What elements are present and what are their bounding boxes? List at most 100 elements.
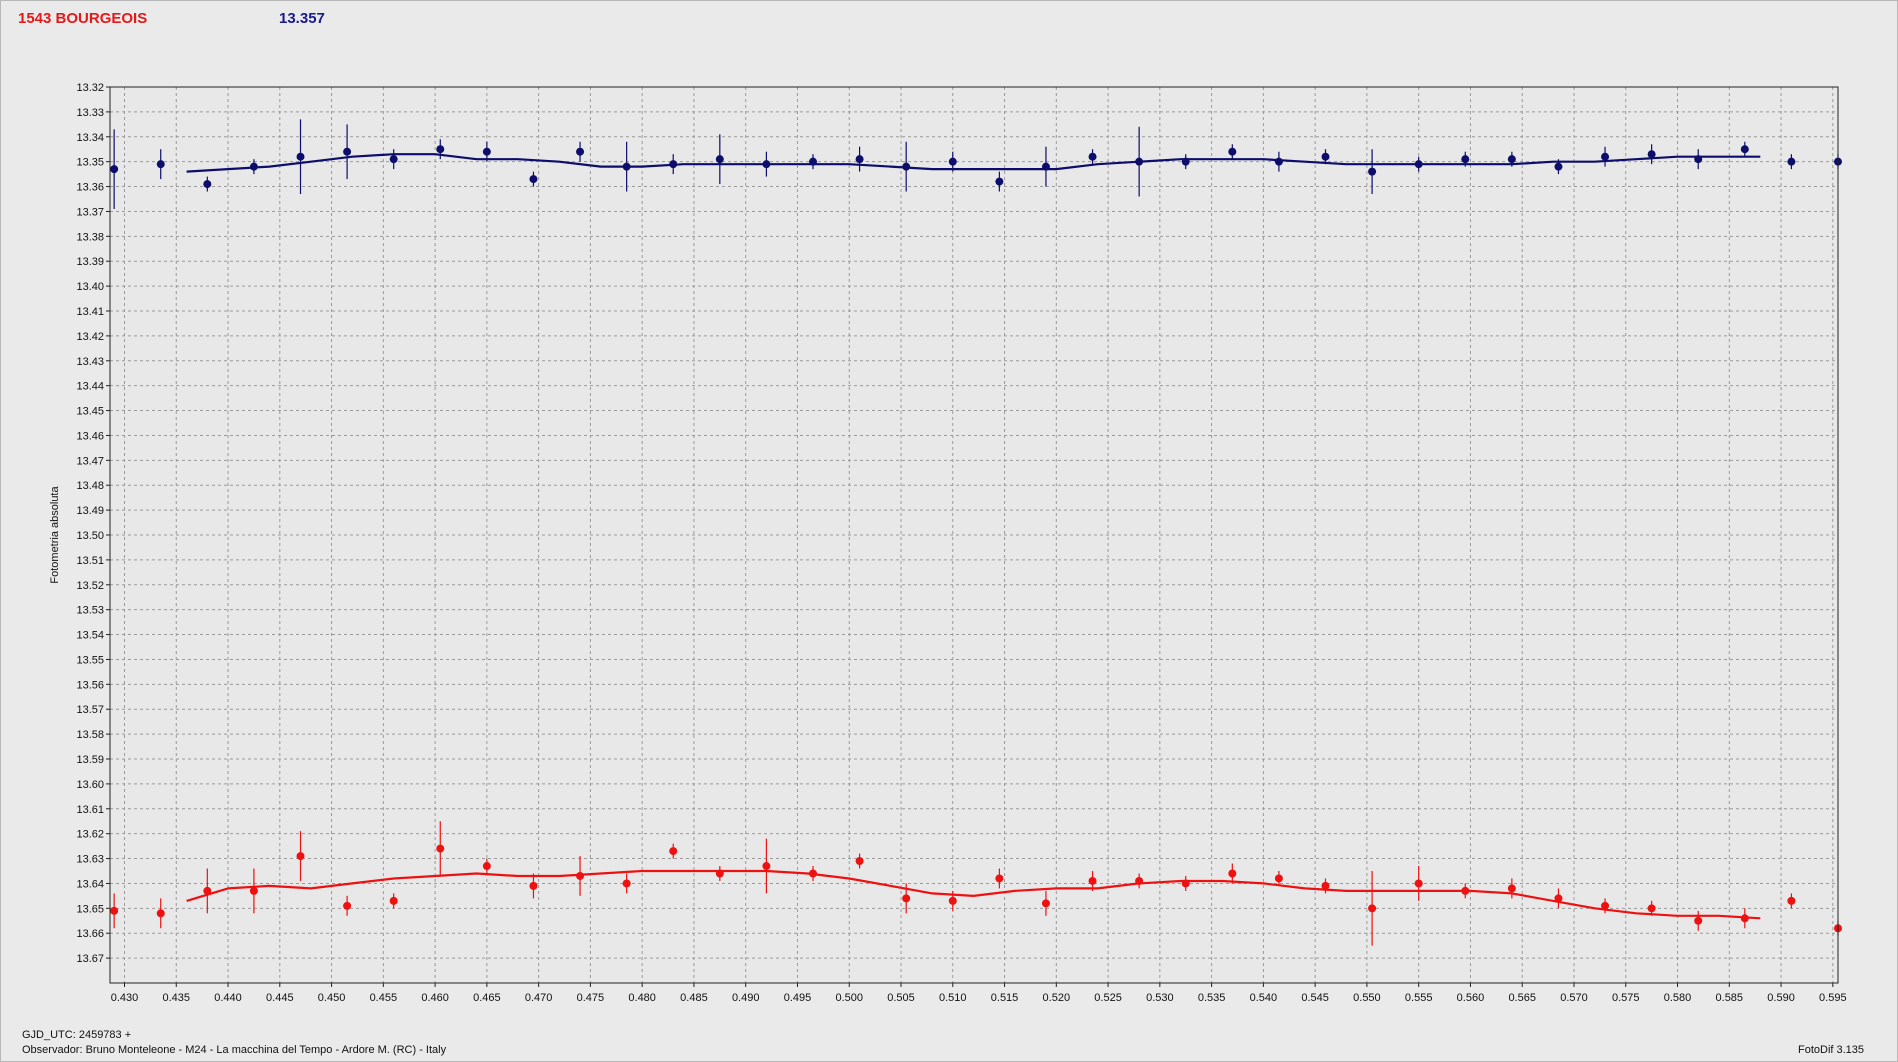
y-tick-label: 13.49 xyxy=(76,505,104,517)
data-point xyxy=(669,160,678,169)
x-tick-label: 0.485 xyxy=(680,992,708,1004)
data-point xyxy=(1135,157,1144,166)
object-magnitude: 13.357 xyxy=(279,10,325,27)
data-point xyxy=(1740,914,1749,923)
data-point xyxy=(809,157,818,166)
data-point xyxy=(855,857,864,866)
x-axis-ticks: 0.430 0.435 0.440 0.445 0.450 0.455 0.460 0.465… xyxy=(111,983,1847,1004)
data-point xyxy=(1088,876,1097,885)
data-point xyxy=(622,162,631,171)
observer-label: Observador: Bruno Monteleone - M24 - La … xyxy=(22,1044,447,1056)
x-tick-label: 0.480 xyxy=(628,992,656,1004)
y-tick-label: 13.38 xyxy=(76,231,104,243)
data-point xyxy=(715,869,724,878)
data-point xyxy=(249,162,258,171)
x-tick-label: 0.530 xyxy=(1146,992,1174,1004)
data-point xyxy=(762,862,771,871)
y-tick-label: 13.39 xyxy=(76,256,104,268)
data-point xyxy=(622,879,631,888)
data-point xyxy=(948,157,957,166)
y-tick-label: 13.61 xyxy=(76,804,104,816)
y-tick-label: 13.67 xyxy=(76,953,104,965)
y-tick-label: 13.51 xyxy=(76,555,104,567)
y-tick-label: 13.52 xyxy=(76,580,104,592)
x-tick-label: 0.585 xyxy=(1716,992,1744,1004)
data-point xyxy=(1787,896,1796,905)
y-tick-label: 13.34 xyxy=(76,132,104,144)
data-point xyxy=(1554,162,1563,171)
y-tick-label: 13.44 xyxy=(76,381,104,393)
data-point xyxy=(1507,884,1516,893)
fit-curves xyxy=(186,153,1761,920)
data-point xyxy=(1274,874,1283,883)
data-point xyxy=(1740,145,1749,154)
gjd-label: GJD_UTC: 2459783 + xyxy=(22,1029,132,1041)
data-point xyxy=(1414,879,1423,888)
data-point xyxy=(156,160,165,169)
data-point xyxy=(1368,904,1377,913)
data-point xyxy=(1601,152,1610,161)
data-point xyxy=(1507,155,1516,164)
data-point xyxy=(1601,901,1610,910)
x-tick-label: 0.540 xyxy=(1250,992,1278,1004)
data-point xyxy=(1041,162,1050,171)
x-tick-label: 0.570 xyxy=(1560,992,1588,1004)
y-tick-label: 13.59 xyxy=(76,754,104,766)
data-point xyxy=(529,175,538,184)
plot-border xyxy=(109,86,1839,984)
x-tick-label: 0.505 xyxy=(887,992,915,1004)
data-point xyxy=(343,901,352,910)
x-tick-label: 0.555 xyxy=(1405,992,1433,1004)
data-point xyxy=(902,162,911,171)
y-tick-label: 13.55 xyxy=(76,654,104,666)
data-point xyxy=(1321,881,1330,890)
data-point xyxy=(1274,157,1283,166)
data-point xyxy=(1135,876,1144,885)
data-point xyxy=(1461,886,1470,895)
y-tick-label: 13.65 xyxy=(76,903,104,915)
data-point xyxy=(715,155,724,164)
x-tick-label: 0.520 xyxy=(1043,992,1071,1004)
data-point xyxy=(902,894,911,903)
data-point xyxy=(296,852,305,861)
data-point xyxy=(482,862,491,871)
data-point xyxy=(576,871,585,880)
y-tick-label: 13.48 xyxy=(76,480,104,492)
grid xyxy=(110,86,1838,983)
data-point xyxy=(296,152,305,161)
x-tick-label: 0.460 xyxy=(421,992,449,1004)
version-label: FotoDif 3.135 xyxy=(1798,1044,1865,1056)
y-tick-label: 13.63 xyxy=(76,854,104,866)
x-tick-label: 0.535 xyxy=(1198,992,1226,1004)
x-tick-label: 0.450 xyxy=(318,992,346,1004)
fit-line-1 xyxy=(186,869,1761,920)
y-tick-label: 13.42 xyxy=(76,331,104,343)
x-tick-label: 0.525 xyxy=(1094,992,1122,1004)
y-tick-label: 13.40 xyxy=(76,281,104,293)
x-tick-label: 0.435 xyxy=(162,992,190,1004)
y-tick-label: 13.46 xyxy=(76,430,104,442)
data-point xyxy=(110,906,119,915)
x-tick-label: 0.440 xyxy=(214,992,242,1004)
data-point xyxy=(1647,150,1656,159)
data-point xyxy=(343,147,352,156)
data-point xyxy=(1088,152,1097,161)
x-tick-label: 0.590 xyxy=(1767,992,1795,1004)
data-point xyxy=(1181,879,1190,888)
data-point xyxy=(1694,916,1703,925)
data-point xyxy=(855,155,864,164)
x-tick-label: 0.545 xyxy=(1301,992,1329,1004)
data-point xyxy=(995,874,1004,883)
data-point xyxy=(762,160,771,169)
x-tick-label: 0.500 xyxy=(835,992,863,1004)
y-tick-label: 13.66 xyxy=(76,928,104,940)
y-tick-label: 13.47 xyxy=(76,455,104,467)
data-point xyxy=(1414,160,1423,169)
x-tick-label: 0.510 xyxy=(939,992,967,1004)
data-point xyxy=(156,909,165,918)
data-point xyxy=(1647,904,1656,913)
y-tick-label: 13.58 xyxy=(76,729,104,741)
data-point xyxy=(809,869,818,878)
x-tick-label: 0.445 xyxy=(266,992,294,1004)
